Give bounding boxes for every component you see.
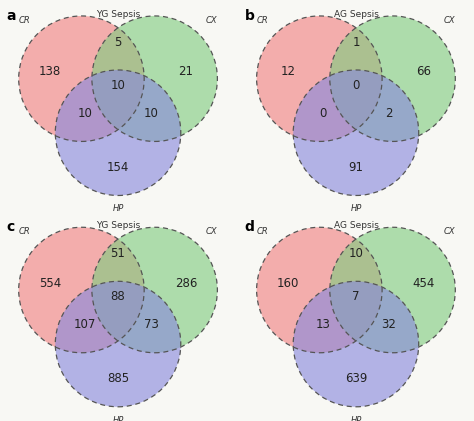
Text: 2: 2 <box>385 107 393 120</box>
Text: 13: 13 <box>315 318 330 331</box>
Text: 107: 107 <box>74 318 96 331</box>
Circle shape <box>18 227 144 353</box>
Text: 73: 73 <box>144 318 159 331</box>
Text: CX: CX <box>444 227 456 236</box>
Text: 32: 32 <box>382 318 397 331</box>
Text: a: a <box>7 9 16 23</box>
Circle shape <box>330 16 456 141</box>
Text: AG Sepsis: AG Sepsis <box>334 10 378 19</box>
Text: 7: 7 <box>352 290 360 304</box>
Text: 10: 10 <box>348 247 364 260</box>
Text: 10: 10 <box>77 107 92 120</box>
Circle shape <box>293 281 419 407</box>
Circle shape <box>293 70 419 195</box>
Text: 51: 51 <box>110 247 126 260</box>
Circle shape <box>256 16 382 141</box>
Circle shape <box>256 227 382 353</box>
Text: CX: CX <box>444 16 456 25</box>
Text: 138: 138 <box>39 65 61 78</box>
Text: b: b <box>245 9 254 23</box>
Circle shape <box>92 227 218 353</box>
Circle shape <box>92 16 218 141</box>
Circle shape <box>55 281 181 407</box>
Text: YG Sepsis: YG Sepsis <box>96 221 140 230</box>
Text: 91: 91 <box>348 161 364 174</box>
Text: HP: HP <box>350 204 362 213</box>
Text: 639: 639 <box>345 373 367 385</box>
Text: CR: CR <box>256 16 268 25</box>
Text: CX: CX <box>206 16 218 25</box>
Text: 286: 286 <box>175 277 197 290</box>
Text: CX: CX <box>206 227 218 236</box>
Circle shape <box>18 16 144 141</box>
Text: 88: 88 <box>110 290 126 304</box>
Text: 66: 66 <box>417 65 431 78</box>
Text: 0: 0 <box>319 107 327 120</box>
Text: 885: 885 <box>107 373 129 385</box>
Text: AG Sepsis: AG Sepsis <box>334 221 378 230</box>
Text: 160: 160 <box>277 277 299 290</box>
Text: HP: HP <box>350 416 362 421</box>
Text: HP: HP <box>112 416 124 421</box>
Text: 10: 10 <box>110 79 126 92</box>
Text: c: c <box>7 220 15 234</box>
Text: 12: 12 <box>281 65 295 78</box>
Text: CR: CR <box>18 227 30 236</box>
Text: d: d <box>245 220 254 234</box>
Text: HP: HP <box>112 204 124 213</box>
Text: 554: 554 <box>39 277 61 290</box>
Circle shape <box>330 227 456 353</box>
Text: 21: 21 <box>179 65 193 78</box>
Text: 5: 5 <box>114 36 122 48</box>
Text: CR: CR <box>18 16 30 25</box>
Text: YG Sepsis: YG Sepsis <box>96 10 140 19</box>
Text: 10: 10 <box>144 107 159 120</box>
Text: 154: 154 <box>107 161 129 174</box>
Circle shape <box>55 70 181 195</box>
Text: 1: 1 <box>352 36 360 48</box>
Text: 454: 454 <box>413 277 435 290</box>
Text: 0: 0 <box>352 79 360 92</box>
Text: CR: CR <box>256 227 268 236</box>
